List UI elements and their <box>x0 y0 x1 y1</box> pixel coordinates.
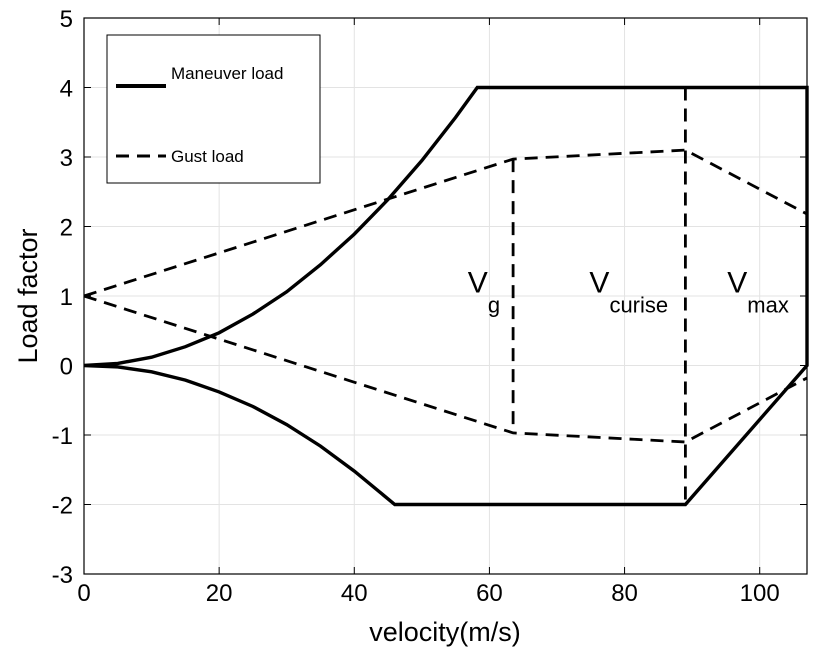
x-tick-label-3: 60 <box>476 580 503 607</box>
annotation-2: Vmax <box>727 267 789 318</box>
legend-label-gust: Gust load <box>171 147 244 166</box>
annotation-0: Vg <box>468 267 500 318</box>
chart-annotations: Vg Vcurise Vmax <box>468 267 789 318</box>
x-tick-label-4: 80 <box>611 580 638 607</box>
axis-ticks: 0 20 40 60 80 100 -3 -2 -1 0 1 2 3 4 5 <box>52 6 807 607</box>
y-tick-label-8: 5 <box>60 6 73 33</box>
x-tick-label-5: 100 <box>740 580 780 607</box>
annotation-1: Vcurise <box>589 267 668 318</box>
y-axis-label: Load factor <box>13 228 43 363</box>
y-tick-label-7: 4 <box>60 76 73 103</box>
chart-series-layer <box>83 85 809 507</box>
x-tick-label-2: 40 <box>341 580 368 607</box>
y-tick-label-0: -3 <box>52 562 73 589</box>
y-tick-label-1: -2 <box>52 493 73 520</box>
x-axis-label: velocity(m/s) <box>369 617 521 647</box>
y-tick-label-4: 1 <box>60 284 73 311</box>
x-tick-label-1: 20 <box>206 580 233 607</box>
y-tick-label-2: -1 <box>52 423 73 450</box>
y-tick-label-3: 0 <box>60 354 73 381</box>
legend: Maneuver load Gust load <box>106 34 321 184</box>
series-0-line-0 <box>83 85 809 507</box>
x-tick-label-0: 0 <box>77 580 90 607</box>
legend-box <box>106 34 321 184</box>
series-1-line-1 <box>83 294 808 444</box>
series-1-line-0 <box>83 148 808 298</box>
y-tick-label-5: 2 <box>60 215 73 242</box>
y-tick-label-6: 3 <box>60 145 73 172</box>
legend-label-maneuver: Maneuver load <box>171 64 283 83</box>
